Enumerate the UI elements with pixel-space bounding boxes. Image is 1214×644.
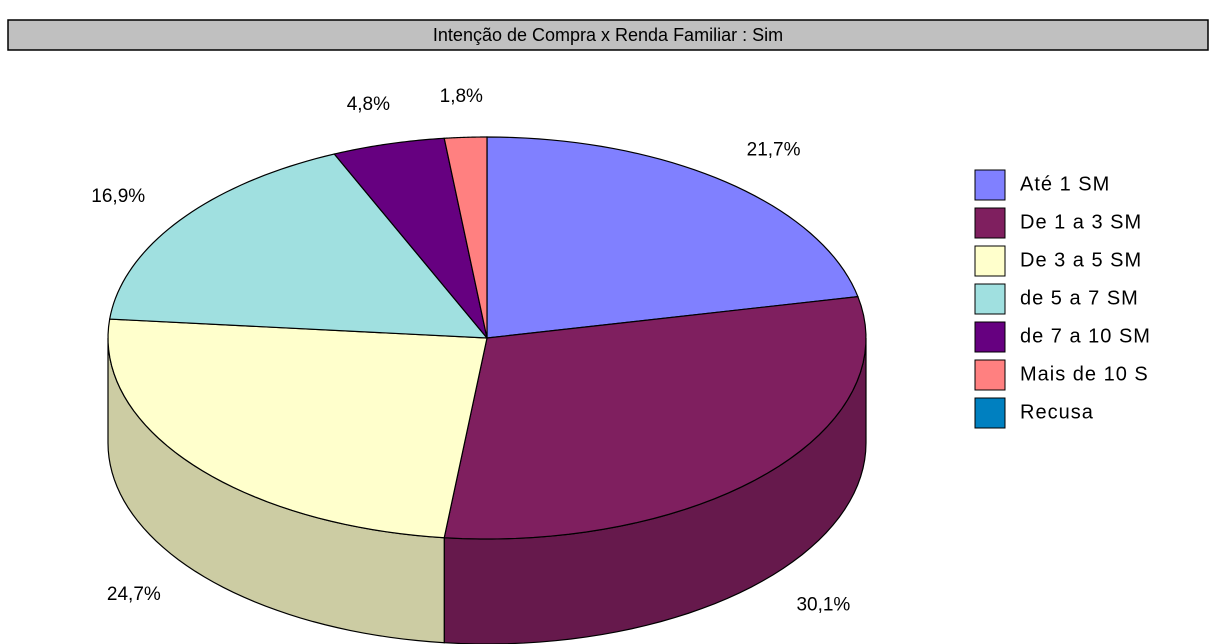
legend-swatch	[974, 245, 1006, 277]
legend-swatch	[974, 169, 1006, 201]
data-label: 1,8%	[440, 86, 483, 107]
chart-title: Intenção de Compra x Renda Familiar : Si…	[433, 25, 783, 45]
data-label: 4,8%	[347, 94, 390, 115]
legend-swatch	[974, 207, 1006, 239]
legend-swatch	[974, 397, 1006, 429]
data-label: 24,7%	[107, 584, 161, 605]
legend-label: de 5 a 7 SM	[1020, 287, 1139, 309]
data-label: 21,7%	[747, 140, 801, 161]
data-label: 30,1%	[796, 594, 850, 615]
title-bar	[7, 19, 1209, 51]
legend-label: Mais de 10 S	[1020, 363, 1149, 385]
pie-slice	[333, 137, 488, 339]
legend-label: de 7 a 10 SM	[1020, 325, 1151, 347]
legend-swatch	[974, 321, 1006, 353]
pie-slice	[443, 136, 488, 339]
pie-slice	[443, 295, 867, 540]
legend-label: De 3 a 5 SM	[1020, 249, 1142, 271]
data-label: 16,9%	[91, 186, 145, 207]
legend-swatch	[974, 359, 1006, 391]
pie-slice	[486, 136, 859, 339]
legend-label: De 1 a 3 SM	[1020, 211, 1142, 233]
legend-label: Até 1 SM	[1020, 173, 1110, 195]
legend-swatch	[974, 283, 1006, 315]
pie-slice	[108, 153, 489, 339]
legend-label: Recusa	[1020, 401, 1094, 423]
pie-slice	[107, 318, 488, 539]
